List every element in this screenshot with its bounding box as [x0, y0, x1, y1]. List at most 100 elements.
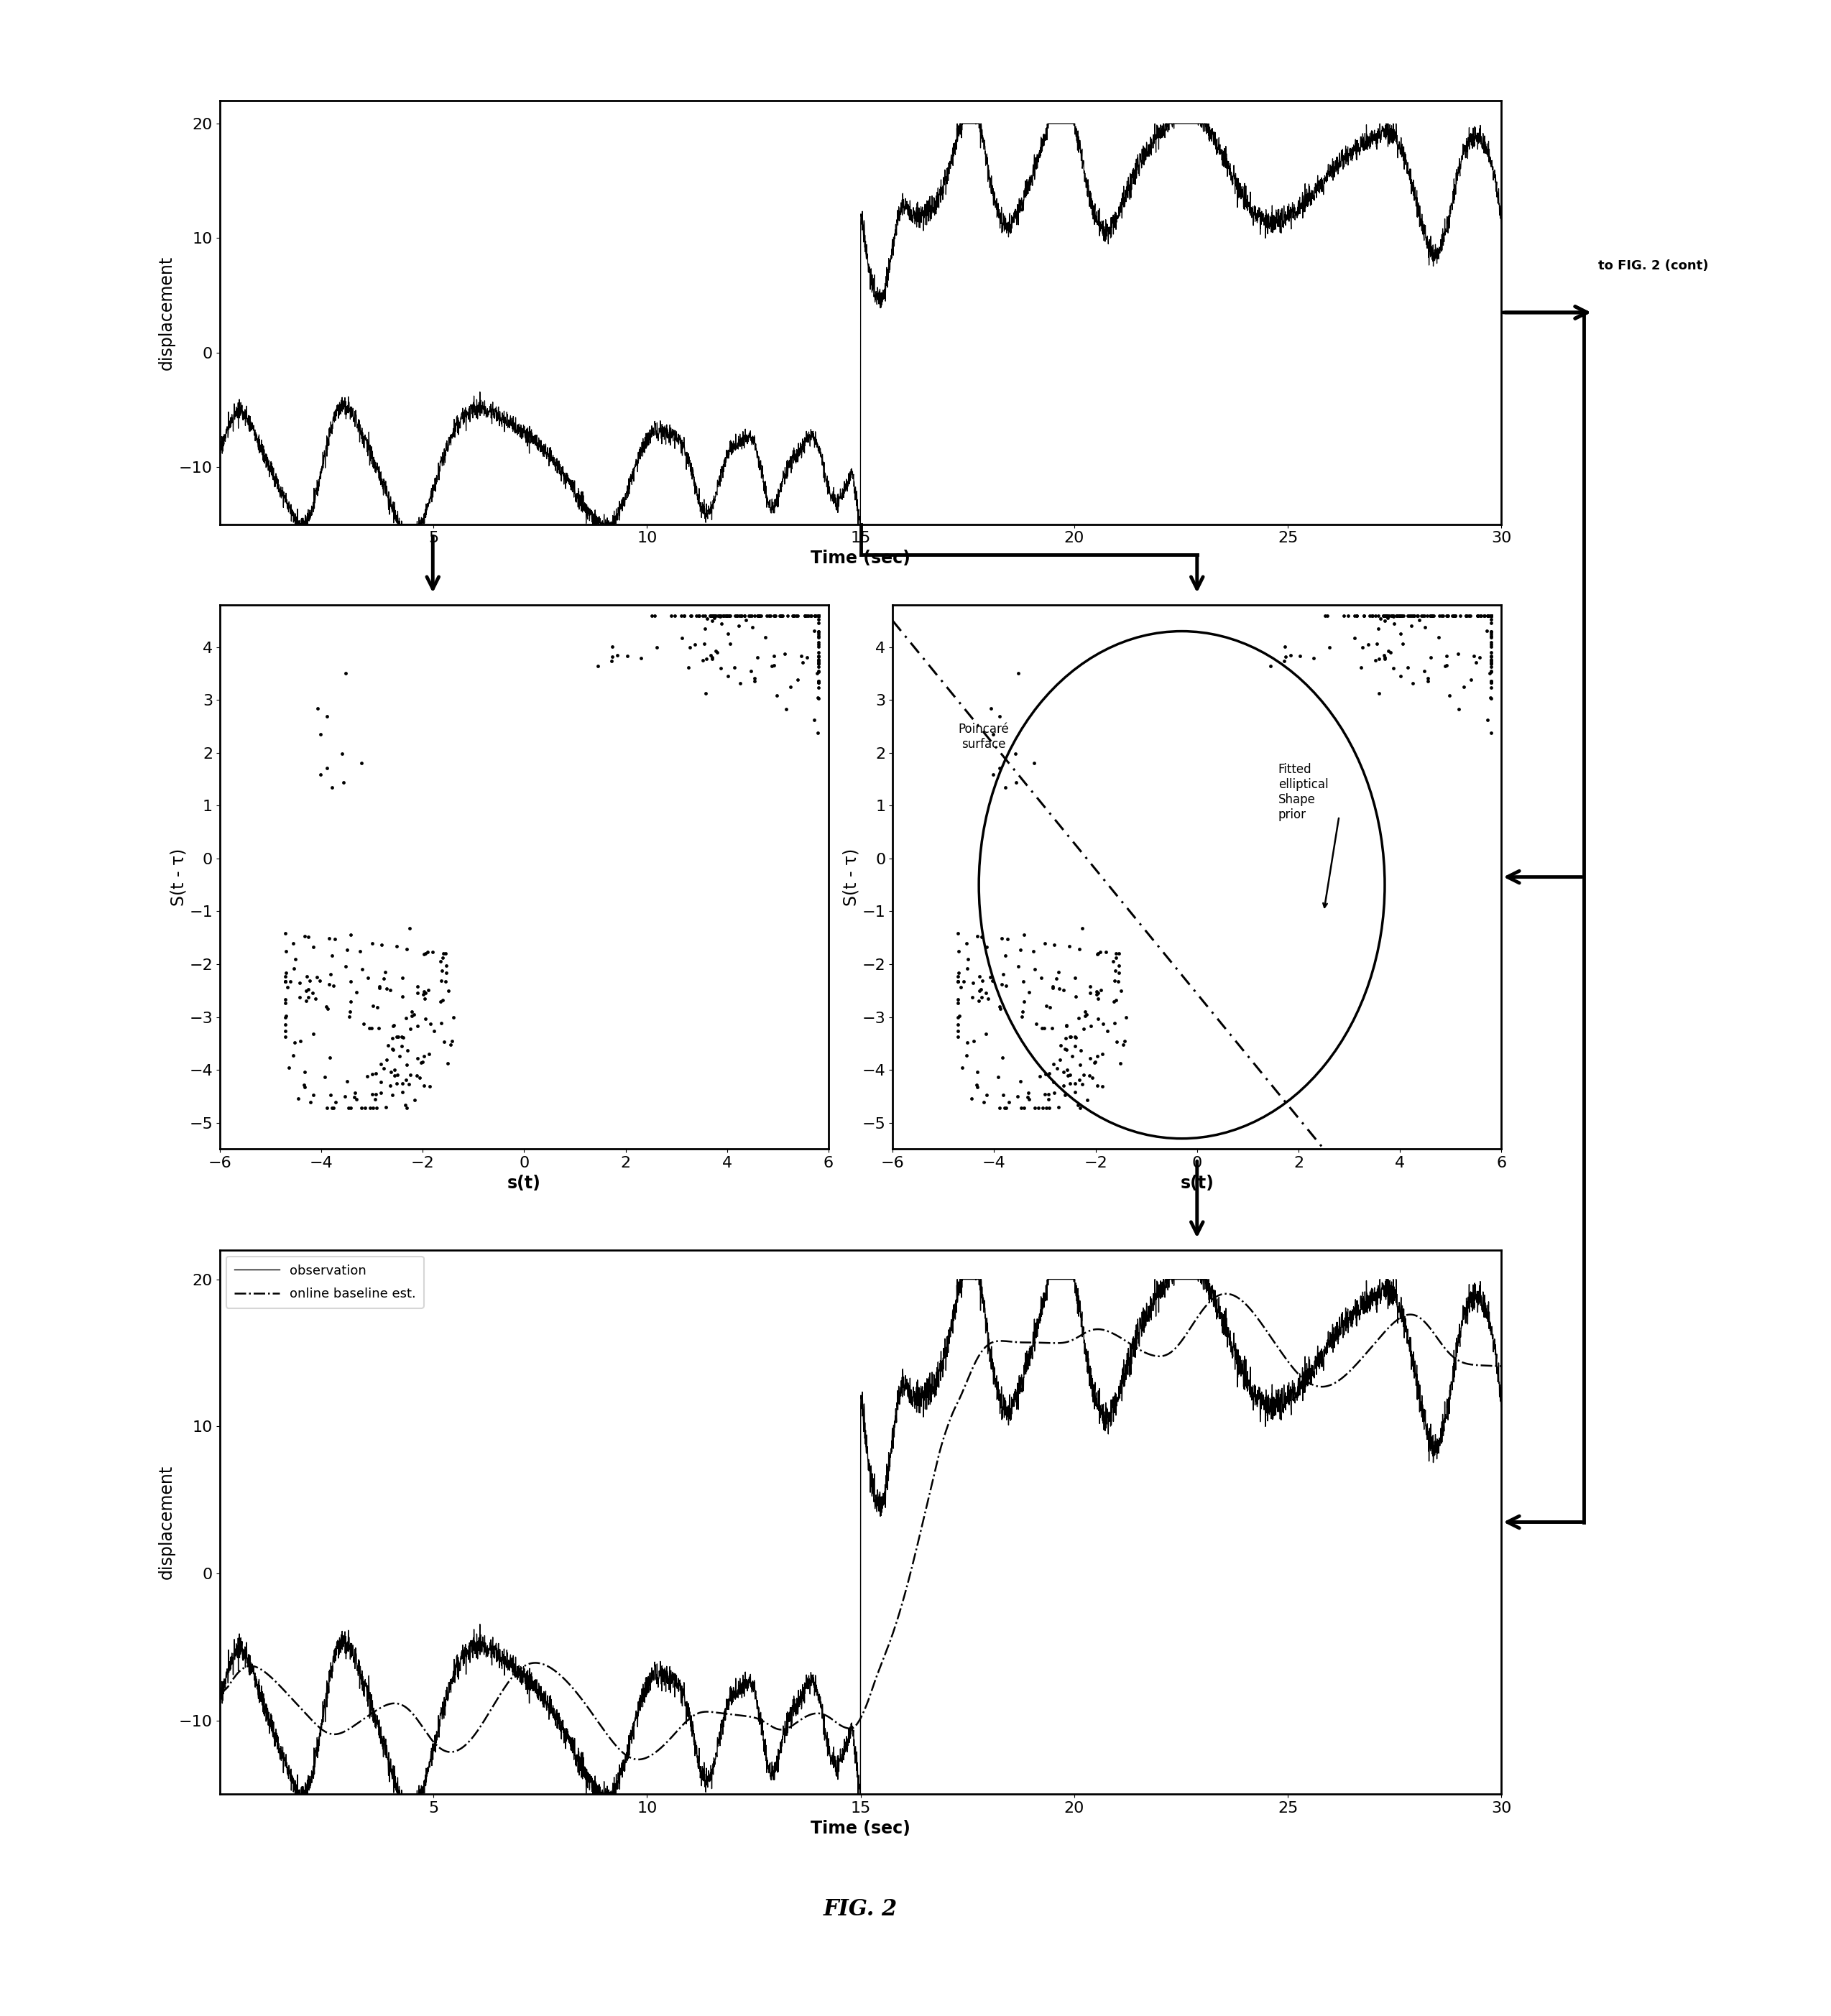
Point — [804, 599, 833, 631]
Point — [681, 599, 710, 631]
Point — [1069, 1058, 1099, 1091]
observation — [284, 1782, 306, 1806]
Point — [320, 1087, 350, 1119]
Point — [791, 599, 820, 631]
Point — [383, 1020, 412, 1052]
Point — [762, 679, 791, 712]
Point — [985, 990, 1014, 1022]
Point — [760, 599, 789, 631]
Point — [738, 599, 767, 631]
Point — [1349, 599, 1379, 631]
Point — [705, 599, 734, 631]
Point — [1441, 599, 1470, 631]
Point — [1476, 621, 1505, 653]
Point — [395, 1058, 425, 1091]
Point — [366, 929, 395, 962]
Point — [1009, 986, 1038, 1018]
Point — [1476, 647, 1505, 679]
Point — [1003, 950, 1033, 982]
Point — [974, 982, 1003, 1014]
Point — [306, 718, 335, 750]
Point — [1476, 599, 1505, 631]
observation — [692, 1766, 714, 1790]
X-axis label: Time (sec): Time (sec) — [811, 550, 910, 566]
Point — [1106, 1046, 1135, 1079]
Point — [1370, 599, 1399, 631]
Point — [372, 1091, 401, 1123]
Point — [1067, 913, 1097, 946]
Point — [1038, 1066, 1067, 1099]
Point — [1357, 599, 1386, 631]
Point — [804, 655, 833, 687]
Point — [1007, 996, 1036, 1028]
Point — [1476, 599, 1505, 631]
Point — [364, 1012, 394, 1044]
Point — [745, 599, 775, 631]
Point — [293, 960, 322, 992]
Point — [1342, 599, 1371, 631]
Point — [740, 599, 769, 631]
Point — [359, 990, 388, 1022]
Point — [1476, 631, 1505, 663]
Point — [963, 1056, 992, 1089]
Point — [745, 599, 775, 631]
Point — [1020, 954, 1049, 986]
Point — [734, 599, 764, 631]
Point — [767, 599, 796, 631]
Point — [1382, 599, 1412, 631]
Point — [1003, 657, 1033, 689]
Point — [967, 974, 996, 1006]
Point — [1009, 1091, 1038, 1123]
observation — [507, 1667, 529, 1691]
Point — [430, 966, 460, 998]
Point — [348, 1091, 377, 1123]
Point — [1093, 1014, 1122, 1046]
Point — [1313, 599, 1342, 631]
Point — [427, 986, 456, 1018]
Point — [432, 950, 461, 982]
Point — [1452, 599, 1481, 631]
Point — [969, 966, 998, 998]
Point — [784, 663, 813, 696]
Point — [692, 643, 721, 675]
Point — [271, 917, 300, 950]
Point — [985, 752, 1014, 784]
Line: online baseline est.: online baseline est. — [220, 1294, 1501, 1760]
Point — [743, 641, 773, 673]
Point — [1371, 599, 1401, 631]
Point — [386, 1020, 416, 1052]
Point — [1066, 1048, 1095, 1081]
Point — [375, 1068, 405, 1101]
Point — [388, 1077, 417, 1109]
Point — [714, 599, 743, 631]
Point — [1082, 937, 1111, 970]
Point — [1476, 645, 1505, 677]
Point — [1060, 1030, 1089, 1062]
Point — [278, 927, 308, 960]
Point — [796, 599, 826, 631]
Point — [804, 627, 833, 659]
Point — [311, 752, 341, 784]
online baseline est. — [1216, 1282, 1238, 1306]
Point — [804, 599, 833, 631]
Point — [1104, 958, 1133, 990]
Point — [1013, 1081, 1042, 1113]
Point — [793, 599, 822, 631]
Point — [271, 1020, 300, 1052]
Point — [346, 935, 375, 968]
Point — [1077, 978, 1106, 1010]
Point — [725, 599, 754, 631]
Point — [317, 772, 346, 804]
Point — [298, 931, 328, 964]
Point — [1456, 663, 1485, 696]
Point — [368, 962, 397, 994]
Point — [612, 639, 641, 671]
Point — [987, 921, 1016, 954]
Point — [796, 599, 826, 631]
Point — [804, 647, 833, 679]
Point — [699, 599, 729, 631]
Point — [954, 943, 983, 976]
Point — [1461, 647, 1490, 679]
Point — [1035, 1091, 1064, 1123]
Point — [804, 615, 833, 647]
